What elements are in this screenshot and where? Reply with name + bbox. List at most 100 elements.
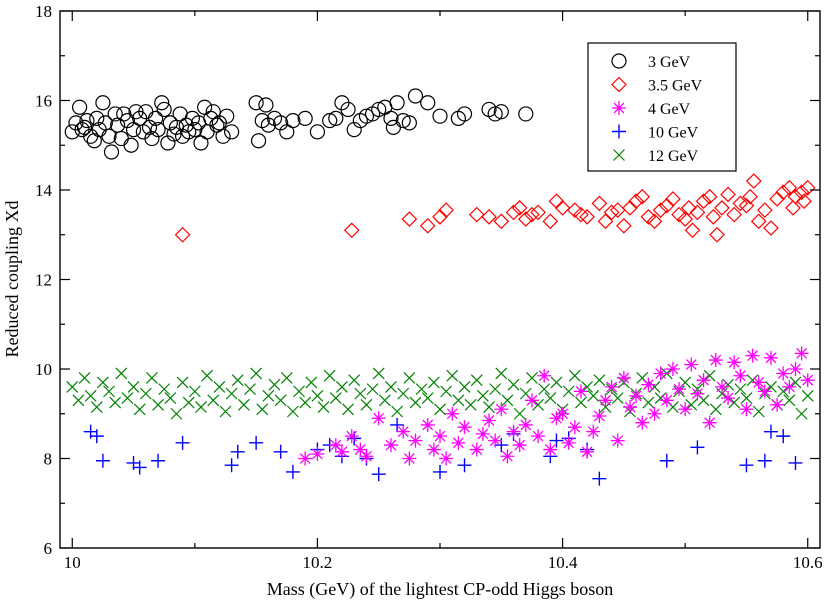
y-tick-label: 14 bbox=[35, 181, 53, 200]
legend-label: 12 GeV bbox=[648, 148, 699, 165]
y-axis-label: Reduced coupling Xd bbox=[2, 201, 22, 358]
x-tick-label: 10.6 bbox=[793, 553, 823, 572]
data-point bbox=[334, 444, 349, 459]
data-point bbox=[432, 209, 448, 225]
data-point bbox=[72, 99, 88, 115]
data-point bbox=[451, 435, 466, 450]
data-point bbox=[591, 195, 608, 212]
legend-entry: 3.5 GeV bbox=[611, 76, 703, 95]
data-point bbox=[323, 369, 336, 382]
data-point bbox=[89, 429, 104, 444]
data-point bbox=[188, 385, 201, 398]
data-point bbox=[408, 433, 423, 448]
data-point bbox=[658, 197, 675, 214]
data-point bbox=[322, 113, 338, 129]
data-point bbox=[512, 438, 527, 453]
data-point bbox=[397, 387, 410, 400]
data-point bbox=[72, 394, 85, 407]
data-point bbox=[95, 95, 111, 111]
data-point bbox=[152, 398, 164, 411]
data-point bbox=[421, 392, 434, 405]
data-point bbox=[684, 222, 701, 239]
data-point bbox=[628, 193, 644, 210]
data-point bbox=[299, 396, 312, 409]
data-point bbox=[616, 217, 632, 234]
data-point bbox=[538, 383, 551, 396]
data-point bbox=[248, 95, 264, 111]
data-point bbox=[505, 204, 522, 221]
data-point bbox=[456, 106, 473, 122]
data-point bbox=[342, 403, 354, 416]
data-point bbox=[640, 209, 657, 225]
data-point bbox=[634, 188, 651, 205]
data-point bbox=[407, 88, 424, 104]
data-point bbox=[517, 211, 534, 227]
data-point bbox=[383, 438, 398, 453]
data-point bbox=[752, 405, 765, 418]
data-point bbox=[470, 374, 483, 387]
data-point bbox=[170, 407, 183, 420]
data-point bbox=[709, 403, 722, 416]
data-point bbox=[648, 380, 661, 393]
data-point bbox=[598, 393, 613, 408]
data-point bbox=[360, 398, 373, 411]
legend-entry: 10 GeV bbox=[612, 124, 699, 142]
data-point bbox=[526, 372, 538, 384]
data-point bbox=[225, 387, 238, 400]
data-point bbox=[531, 429, 546, 444]
data-point bbox=[468, 206, 485, 223]
data-point bbox=[390, 417, 405, 432]
data-point bbox=[727, 355, 742, 370]
data-point bbox=[672, 382, 687, 397]
data-point bbox=[732, 195, 749, 212]
data-point bbox=[573, 206, 589, 223]
data-point bbox=[353, 442, 368, 457]
data-point bbox=[420, 95, 436, 111]
data-point bbox=[262, 389, 275, 402]
data-point bbox=[401, 115, 417, 131]
data-point bbox=[642, 396, 655, 409]
data-point bbox=[90, 401, 103, 413]
data-point bbox=[740, 392, 753, 405]
legend-entry: 12 GeV bbox=[613, 148, 699, 165]
data-point bbox=[426, 442, 441, 457]
series-3-gev bbox=[64, 88, 534, 160]
data-point bbox=[622, 200, 638, 216]
data-point bbox=[733, 368, 748, 383]
data-point bbox=[427, 376, 440, 389]
data-point bbox=[763, 220, 779, 236]
data-point bbox=[66, 380, 79, 393]
data-point bbox=[433, 464, 447, 479]
data-point bbox=[297, 110, 313, 127]
data-point bbox=[249, 435, 264, 450]
data-point bbox=[458, 380, 471, 393]
data-point bbox=[121, 392, 134, 405]
data-point bbox=[285, 113, 301, 129]
data-point bbox=[354, 387, 367, 400]
data-point bbox=[115, 367, 128, 380]
legend-marker bbox=[611, 76, 627, 93]
series-10-gev bbox=[83, 417, 803, 486]
data-point bbox=[689, 204, 706, 221]
data-point bbox=[494, 402, 509, 417]
data-point bbox=[383, 110, 399, 127]
data-point bbox=[721, 391, 736, 406]
data-point bbox=[592, 408, 607, 423]
series-3_5-gev bbox=[174, 173, 816, 243]
data-point bbox=[230, 444, 245, 459]
data-point bbox=[250, 133, 267, 149]
data-point bbox=[524, 393, 539, 408]
data-point bbox=[579, 209, 595, 225]
data-point bbox=[703, 369, 716, 382]
data-point bbox=[653, 366, 668, 381]
data-point bbox=[745, 348, 760, 363]
data-point bbox=[787, 188, 804, 205]
data-point bbox=[195, 401, 207, 413]
data-point bbox=[158, 383, 171, 396]
data-point bbox=[403, 372, 416, 384]
data-point bbox=[776, 366, 791, 381]
data-point bbox=[280, 372, 293, 384]
data-point bbox=[219, 108, 235, 124]
data-point bbox=[285, 464, 300, 479]
data-point bbox=[788, 362, 803, 376]
